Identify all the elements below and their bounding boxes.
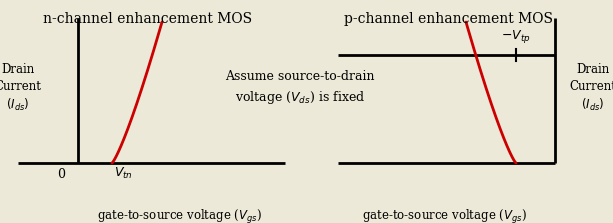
- Text: Assume source-to-drain
voltage ($V_{ds}$) is fixed: Assume source-to-drain voltage ($V_{ds}$…: [225, 70, 375, 106]
- Text: gate-to-source voltage ($V_{gs}$): gate-to-source voltage ($V_{gs}$): [97, 208, 262, 223]
- Text: 0: 0: [57, 168, 65, 181]
- Text: $-V_{tp}$: $-V_{tp}$: [501, 28, 531, 45]
- Text: p-channel enhancement MOS: p-channel enhancement MOS: [343, 12, 552, 26]
- Text: Drain
Current
$(I_{ds})$: Drain Current $(I_{ds})$: [0, 62, 42, 114]
- Text: $V_{tn}$: $V_{tn}$: [114, 166, 133, 181]
- Text: gate-to-source voltage ($V_{gs}$): gate-to-source voltage ($V_{gs}$): [362, 208, 528, 223]
- Text: Drain
Current
$(I_{ds})$: Drain Current $(I_{ds})$: [569, 62, 613, 114]
- Text: n-channel enhancement MOS: n-channel enhancement MOS: [44, 12, 253, 26]
